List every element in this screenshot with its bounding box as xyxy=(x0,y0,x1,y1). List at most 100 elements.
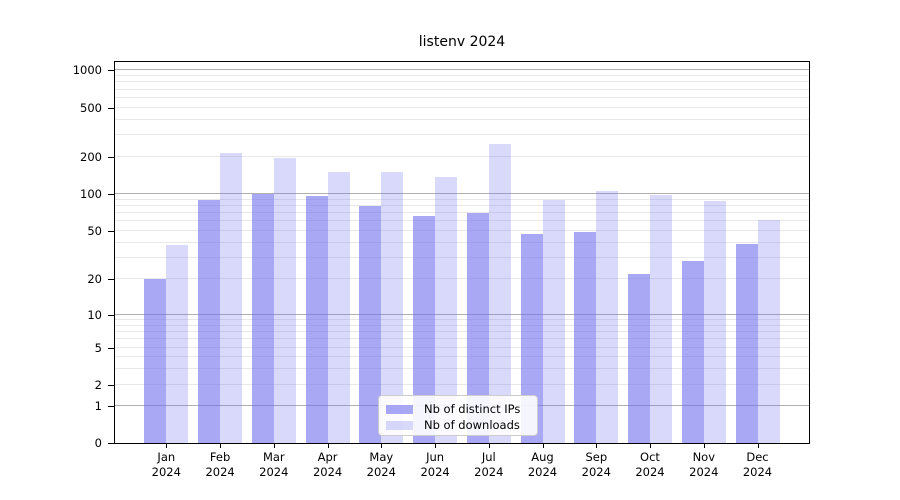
x-axis-tick xyxy=(757,444,759,448)
legend-label: Nb of distinct IPs xyxy=(424,401,521,416)
bar-downloads-jun xyxy=(435,176,458,443)
minor-gridline xyxy=(115,107,809,108)
minor-gridline xyxy=(115,367,809,369)
minor-gridline xyxy=(115,97,809,99)
y-axis-tick xyxy=(108,406,114,407)
y-axis-tick xyxy=(108,231,114,232)
minor-gridline xyxy=(115,324,809,326)
bar-downloads-may xyxy=(381,172,404,443)
y-axis-label: 100 xyxy=(80,186,102,201)
y-axis-tick xyxy=(108,279,114,280)
x-axis-label: Nov 2024 xyxy=(689,450,719,479)
y-axis-tick xyxy=(108,70,114,71)
x-axis-tick xyxy=(542,444,544,448)
y-axis-label: 2 xyxy=(94,377,102,392)
bar-ips-apr xyxy=(305,195,328,443)
minor-gridline xyxy=(115,156,809,157)
legend-swatch xyxy=(386,404,413,414)
x-axis-label: Feb 2024 xyxy=(205,450,235,479)
x-axis-tick xyxy=(166,444,168,448)
x-axis-tick xyxy=(703,444,705,448)
y-axis-tick xyxy=(108,315,114,316)
bar-ips-oct xyxy=(628,274,651,443)
y-axis-label: 10 xyxy=(87,307,102,322)
x-axis-label: Jul 2024 xyxy=(474,450,504,479)
x-axis-tick xyxy=(220,444,222,448)
bar-downloads-oct xyxy=(650,195,673,443)
bar-ips-jun xyxy=(413,216,436,443)
minor-gridline xyxy=(115,330,809,332)
y-axis-label: 20 xyxy=(87,271,102,286)
y-axis-label: 200 xyxy=(80,149,102,164)
bar-ips-mar xyxy=(251,193,274,443)
y-axis-tick xyxy=(108,385,114,386)
plot-area xyxy=(114,61,810,444)
bar-downloads-aug xyxy=(542,199,565,443)
y-axis-tick xyxy=(108,194,114,195)
bar-downloads-nov xyxy=(703,201,726,443)
bar-ips-dec xyxy=(735,244,758,443)
x-axis-tick xyxy=(488,444,490,448)
bar-downloads-mar xyxy=(273,157,296,443)
minor-gridline xyxy=(115,338,809,340)
x-axis-label: Dec 2024 xyxy=(742,450,773,479)
minor-gridline xyxy=(115,384,809,385)
major-gridline xyxy=(115,193,809,194)
y-axis-label: 0 xyxy=(94,435,102,450)
bar-ips-jul xyxy=(466,213,489,443)
x-axis-tick xyxy=(596,444,598,448)
legend-label: Nb of downloads xyxy=(424,417,520,432)
y-axis-tick xyxy=(108,443,114,444)
bar-downloads-jan xyxy=(166,245,189,443)
bar-ips-sep xyxy=(574,232,597,443)
minor-gridline xyxy=(115,356,809,358)
x-axis-tick xyxy=(327,444,329,448)
y-axis-label: 500 xyxy=(80,100,102,115)
y-axis-tick xyxy=(108,108,114,109)
bar-downloads-dec xyxy=(757,219,780,443)
minor-gridline xyxy=(115,88,809,90)
x-axis-tick xyxy=(381,444,383,448)
x-axis-label: Jun 2024 xyxy=(420,450,450,479)
minor-gridline xyxy=(115,230,809,231)
legend-swatch xyxy=(386,420,413,430)
bar-downloads-jul xyxy=(488,144,511,443)
minor-gridline xyxy=(115,81,809,83)
bar-ips-feb xyxy=(198,199,221,443)
y-axis-label: 5 xyxy=(94,340,102,355)
major-gridline xyxy=(115,314,809,315)
bar-downloads-apr xyxy=(327,171,350,443)
y-axis-label: 50 xyxy=(87,223,102,238)
legend-row: Nb of downloads xyxy=(386,417,530,433)
minor-gridline xyxy=(115,118,809,120)
x-axis-label: Jan 2024 xyxy=(151,450,181,479)
x-axis-tick xyxy=(273,444,275,448)
minor-gridline xyxy=(115,134,809,136)
y-axis-label: 1 xyxy=(94,398,102,413)
legend: Nb of distinct IPs Nb of downloads xyxy=(378,395,538,436)
legend-row: Nb of distinct IPs xyxy=(386,401,530,417)
y-axis-label: 1000 xyxy=(72,62,102,77)
minor-gridline xyxy=(115,278,809,279)
minor-gridline xyxy=(115,204,809,206)
bar-ips-nov xyxy=(681,261,704,443)
minor-gridline xyxy=(115,241,809,243)
minor-gridline xyxy=(115,74,809,76)
x-axis-label: Sep 2024 xyxy=(581,450,611,479)
x-axis-tick xyxy=(435,444,437,448)
minor-gridline xyxy=(115,212,809,214)
bar-ips-aug xyxy=(520,234,543,443)
x-axis-label: Aug 2024 xyxy=(527,450,558,479)
bar-ips-may xyxy=(359,205,382,443)
minor-gridline xyxy=(115,319,809,321)
minor-gridline xyxy=(115,256,809,258)
y-axis-tick xyxy=(108,157,114,158)
chart-title: listenv 2024 xyxy=(418,34,506,50)
major-gridline xyxy=(115,69,809,70)
x-axis-label: May 2024 xyxy=(366,450,396,479)
minor-gridline xyxy=(115,198,809,200)
minor-gridline xyxy=(115,347,809,348)
bar-ips-jan xyxy=(144,279,167,443)
bar-downloads-feb xyxy=(220,153,243,443)
